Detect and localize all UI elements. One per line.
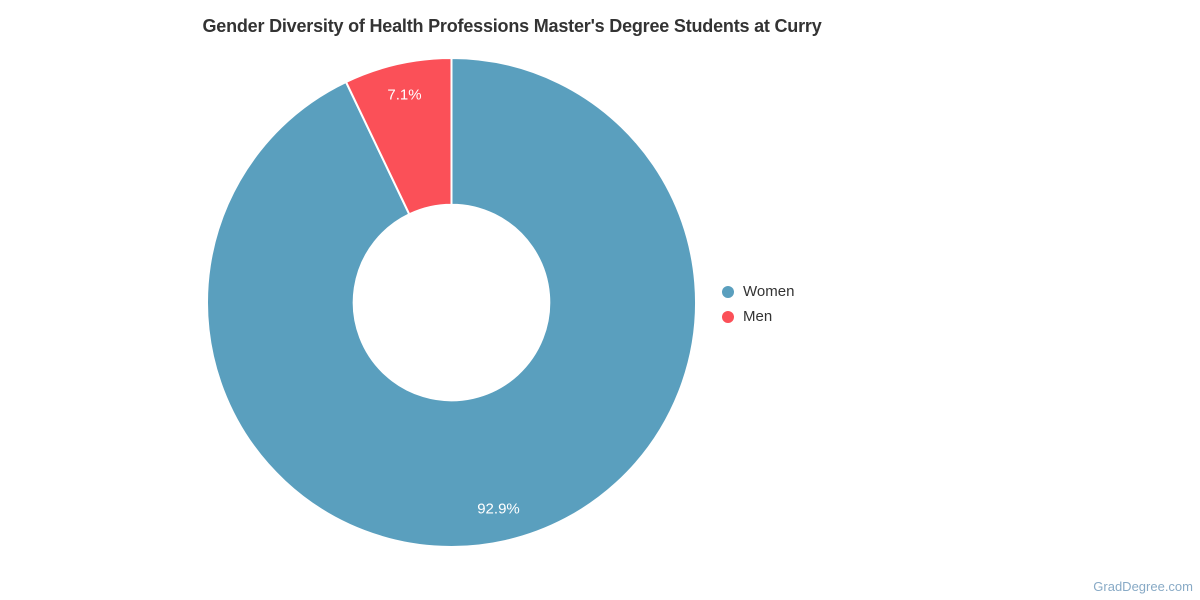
legend-item-label: Men xyxy=(743,308,773,325)
legend-item-women[interactable]: Women xyxy=(722,279,794,304)
legend-marker-icon xyxy=(722,310,734,323)
chart-title: Gender Diversity of Health Professions M… xyxy=(202,16,822,36)
pie-slice-women[interactable] xyxy=(206,57,697,548)
pie-slice-men[interactable] xyxy=(345,57,453,216)
data-label-women: 92.9% xyxy=(477,501,520,518)
legend-item-men[interactable]: Men xyxy=(722,304,794,329)
legend-item-label: Women xyxy=(743,283,795,300)
legend: Women Men xyxy=(722,279,794,329)
data-label-men: 7.1% xyxy=(387,86,421,103)
legend-marker-icon xyxy=(722,285,734,298)
watermark-link[interactable]: GradDegree.com xyxy=(1093,579,1193,594)
